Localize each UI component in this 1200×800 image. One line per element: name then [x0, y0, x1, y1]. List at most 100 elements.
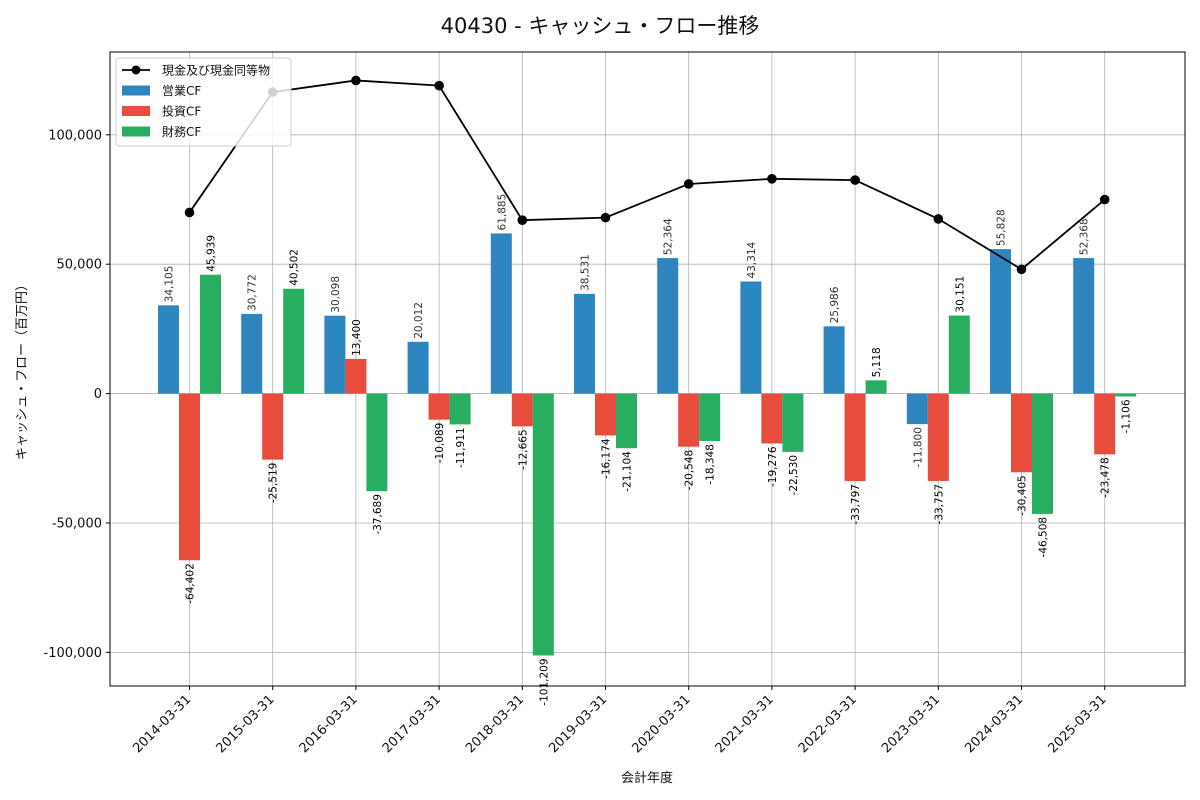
bar-投資CF: [262, 393, 284, 460]
x-tick-label: 2021-03-31: [713, 692, 777, 756]
bar-営業CF: [906, 393, 928, 425]
bar-value-label: -37,689: [372, 494, 384, 535]
bar-投資CF: [1011, 393, 1032, 473]
x-tick-label: 2016-03-31: [297, 692, 361, 756]
bar-投資CF: [511, 393, 533, 427]
grid: [110, 52, 1185, 686]
bar-投資CF: [844, 393, 866, 482]
bar-財務CF: [865, 380, 887, 394]
cash-line-point: [184, 207, 195, 218]
bar-財務CF: [283, 288, 305, 394]
plot-frame: [109, 51, 1186, 687]
bar-投資CF: [678, 393, 700, 447]
bar-value-label: -23,478: [1100, 457, 1112, 498]
legend-label: 営業CF: [162, 84, 201, 98]
bar-value-label: 52,364: [663, 218, 675, 255]
y-tick-label: -50,000: [52, 516, 102, 531]
x-tick-label: 2023-03-31: [879, 692, 943, 756]
bar-value-label: -101,209: [538, 658, 550, 705]
bar-営業CF: [740, 281, 762, 394]
cash-line-point: [1099, 194, 1110, 205]
x-tick-label: 2019-03-31: [546, 692, 610, 756]
cash-line-point: [1016, 264, 1027, 275]
y-axis-label: キャッシュ・フロー（百万円）: [15, 278, 30, 460]
bar-投資CF: [761, 393, 783, 444]
bar-value-label: -16,174: [601, 438, 613, 479]
bar-value-label: -18,348: [705, 444, 717, 485]
x-tick-label: 2020-03-31: [629, 692, 693, 756]
bar-value-label: -12,665: [517, 429, 529, 470]
y-tick-label: 0: [94, 387, 102, 402]
x-tick-label: 2017-03-31: [380, 692, 444, 756]
bar-value-label: 43,314: [746, 241, 758, 278]
bar-value-label: -19,276: [767, 446, 779, 487]
bar-value-label: 61,885: [496, 194, 508, 231]
bar-財務CF: [699, 393, 721, 442]
bar-営業CF: [241, 313, 263, 394]
bar-value-label: -1,106: [1121, 399, 1133, 433]
cash-line-point: [351, 75, 361, 86]
x-tick-label: 2014-03-31: [130, 692, 194, 756]
bar-営業CF: [1073, 258, 1095, 394]
bar-value-label: 45,939: [206, 235, 218, 272]
bar-財務CF: [948, 315, 970, 394]
bar-value-label: -10,089: [434, 423, 446, 464]
y-tick-label: 100,000: [48, 128, 102, 143]
axes: -100,000 -50,000 0 50,000 100,000 2014-03-31 2…: [44, 128, 1110, 756]
bar-営業CF: [158, 305, 179, 394]
legend-label: 投資CF: [162, 104, 201, 119]
bar-投資CF: [927, 393, 949, 481]
legend-label: 財務CF: [162, 124, 201, 139]
cash-line: [184, 75, 1110, 275]
cash-line-point: [434, 80, 444, 91]
cash-line-point: [517, 215, 528, 226]
legend-swatch: [122, 106, 150, 116]
x-tick-label: 2015-03-31: [213, 692, 277, 756]
bar-value-label: -25,519: [268, 463, 280, 504]
bar-営業CF: [990, 249, 1011, 394]
bar-財務CF: [532, 393, 554, 656]
bar-value-label: 38,531: [580, 254, 592, 291]
y-tick-label: 50,000: [57, 258, 103, 273]
cash-line-point: [683, 179, 694, 189]
bar-value-label: -11,800: [912, 427, 924, 468]
bar-value-label: -64,402: [185, 563, 197, 604]
bar-財務CF: [782, 393, 804, 452]
bar-財務CF: [366, 393, 388, 492]
bar-value-label: 25,986: [829, 286, 841, 323]
bar-財務CF: [200, 274, 221, 394]
legend-box: [115, 57, 292, 147]
bar-value-label: -46,508: [1038, 517, 1050, 558]
bar-財務CF: [616, 393, 637, 449]
bar-value-label: -30,405: [1017, 475, 1029, 516]
legend-swatch: [122, 85, 150, 96]
bar-投資CF: [428, 393, 450, 420]
bar-value-label: 30,772: [247, 274, 259, 311]
cash-line-path: [188, 79, 1106, 271]
x-tick-label: 2024-03-31: [962, 692, 1026, 756]
bar-営業CF: [574, 293, 595, 394]
bar-value-label: 34,105: [164, 266, 176, 303]
legend-label: 現金及び現金同等物: [162, 63, 270, 78]
bar-value-label: 13,400: [351, 319, 363, 356]
bar-営業CF: [823, 326, 845, 394]
bar-営業CF: [324, 315, 346, 394]
bar-value-label: 52,368: [1079, 218, 1091, 255]
bar-財務CF: [1115, 393, 1137, 397]
bar-value-label: 30,098: [330, 276, 342, 313]
bar-value-label: -33,797: [850, 484, 862, 525]
bars: [158, 233, 1137, 656]
cash-line-point: [933, 214, 944, 224]
bar-財務CF: [1032, 393, 1053, 514]
bar-value-label: -21,104: [622, 451, 634, 492]
y-tick-label: -100,000: [44, 646, 102, 661]
x-axis-label: 会計年度: [621, 770, 673, 786]
bar-投資CF: [345, 358, 367, 394]
bar-投資CF: [1094, 393, 1116, 455]
bar-value-label: -22,530: [788, 455, 800, 496]
legend-swatch-marker: [131, 65, 141, 75]
bar-投資CF: [179, 393, 200, 561]
bar-営業CF: [490, 233, 512, 394]
bar-value-label: 55,828: [996, 209, 1008, 246]
